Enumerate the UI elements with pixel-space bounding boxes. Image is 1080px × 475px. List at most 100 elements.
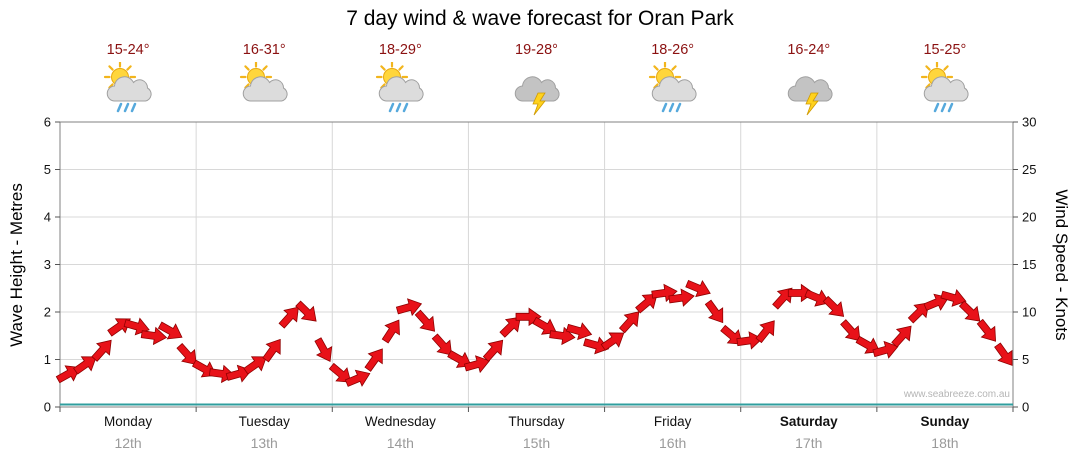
wind-arrow bbox=[704, 299, 724, 324]
temperature-range-tuesday: 16-31° bbox=[242, 42, 286, 58]
sun-cloud-rain-icon bbox=[103, 62, 152, 113]
right-tick-label: 15 bbox=[1022, 257, 1036, 272]
wind-arrow bbox=[140, 326, 168, 346]
right-tick-label: 20 bbox=[1022, 210, 1036, 225]
wind-arrow bbox=[822, 295, 845, 317]
temperature-range-saturday: 16-24° bbox=[787, 42, 831, 58]
wind-arrow bbox=[840, 319, 861, 342]
wind-arrow bbox=[381, 319, 400, 344]
left-tick-label: 5 bbox=[44, 162, 51, 177]
left-axis-label: Wave Height - Metres bbox=[7, 183, 26, 347]
day-label-wednesday: Wednesday 14th bbox=[332, 414, 468, 451]
day-name: Monday bbox=[104, 414, 153, 429]
left-tick-label: 3 bbox=[44, 257, 51, 272]
wind-arrow bbox=[976, 318, 997, 342]
day-label-friday: Friday 16th bbox=[605, 414, 741, 451]
day-date: 15th bbox=[522, 435, 551, 451]
wind-arrow bbox=[772, 287, 793, 310]
wind-arrow bbox=[720, 324, 743, 345]
wind-arrow bbox=[583, 336, 610, 355]
day-name: Wednesday bbox=[364, 414, 436, 429]
day-name: Sunday bbox=[920, 414, 970, 429]
day-date: 18th bbox=[931, 435, 959, 451]
wind-arrow bbox=[940, 289, 967, 307]
wind-arrow bbox=[958, 300, 981, 322]
day-date: 14th bbox=[386, 435, 414, 451]
left-tick-label: 1 bbox=[44, 352, 51, 367]
right-tick-label: 0 bbox=[1022, 400, 1029, 415]
weather-icons-row bbox=[60, 62, 1013, 116]
wind-arrow bbox=[891, 325, 912, 348]
wind-arrow bbox=[804, 289, 830, 307]
left-tick-label: 0 bbox=[44, 400, 51, 415]
right-tick-label: 30 bbox=[1022, 115, 1036, 130]
wind-arrow bbox=[532, 316, 557, 335]
wind-arrow bbox=[668, 288, 695, 307]
day-label-monday: Monday 12th bbox=[60, 414, 196, 451]
left-tick-label: 6 bbox=[44, 115, 51, 130]
storm-icon bbox=[515, 76, 561, 116]
day-name: Friday bbox=[653, 414, 692, 429]
storm-icon bbox=[787, 76, 833, 116]
wind-arrow bbox=[295, 300, 317, 322]
day-label-sunday: Sunday 18th bbox=[877, 414, 1013, 451]
wind-arrow bbox=[55, 365, 81, 384]
wind-arrow bbox=[176, 342, 197, 365]
weather-icon-cell-sunday bbox=[877, 62, 1013, 116]
day-name: Tuesday bbox=[238, 414, 290, 429]
wind-arrow bbox=[635, 293, 658, 314]
day-label-saturday: Saturday 17th bbox=[741, 414, 877, 451]
left-tick-label: 4 bbox=[44, 210, 51, 225]
wind-arrow bbox=[855, 335, 881, 354]
weather-icon-cell-monday bbox=[60, 62, 196, 116]
day-label-tuesday: Tuesday 13th bbox=[196, 414, 332, 451]
right-tick-label: 25 bbox=[1022, 162, 1036, 177]
page-title: 7 day wind & wave forecast for Oran Park bbox=[346, 7, 734, 30]
wind-arrow bbox=[685, 279, 711, 298]
sun-cloud-rain-icon bbox=[920, 62, 969, 113]
day-date: 17th bbox=[795, 435, 823, 451]
wind-arrow bbox=[278, 306, 299, 329]
wind-arrow bbox=[395, 298, 423, 317]
sun-cloud-rain-icon bbox=[376, 62, 424, 113]
weather-icon-cell-thursday bbox=[468, 62, 604, 116]
wind-arrow-series bbox=[55, 279, 1013, 387]
left-tick-label: 2 bbox=[44, 305, 51, 320]
wind-arrow bbox=[499, 316, 521, 338]
right-tick-label: 10 bbox=[1022, 305, 1036, 320]
sun-cloud-icon bbox=[240, 62, 288, 102]
temperature-range-sunday: 15-25° bbox=[923, 42, 967, 58]
day-labels-row: Monday 12th Tuesday 13th Wednesday 14th Thursd… bbox=[60, 414, 1013, 451]
temperature-range-friday: 18-26° bbox=[651, 42, 695, 58]
wind-arrow bbox=[243, 356, 267, 375]
weather-icon-cell-friday bbox=[605, 62, 741, 116]
wind-arrow bbox=[364, 348, 383, 372]
wind-arrow bbox=[73, 356, 97, 375]
sun-cloud-rain-icon bbox=[648, 62, 697, 113]
wind-arrow bbox=[262, 338, 281, 363]
weather-icon-cell-tuesday bbox=[196, 62, 332, 116]
wind-arrow bbox=[157, 321, 183, 340]
wind-arrow bbox=[994, 342, 1013, 366]
wind-arrow bbox=[872, 340, 899, 359]
wind-arrow bbox=[344, 369, 371, 387]
wind-arrow bbox=[463, 355, 491, 374]
wind-arrow bbox=[447, 350, 472, 368]
temperature-range-wednesday: 18-29° bbox=[378, 42, 422, 58]
day-date: 16th bbox=[659, 435, 687, 451]
day-date: 12th bbox=[114, 435, 142, 451]
day-label-thursday: Thursday 15th bbox=[468, 414, 604, 451]
temperature-range-thursday: 19-28° bbox=[515, 42, 558, 58]
wind-arrow bbox=[566, 322, 593, 341]
watermark: www.seabreeze.com.au bbox=[903, 389, 1010, 400]
right-axis-label: Wind Speed - Knots bbox=[1052, 189, 1071, 341]
wind-arrow bbox=[600, 332, 625, 351]
wind-arrow bbox=[328, 362, 352, 383]
weather-icon-cell-saturday bbox=[741, 62, 877, 116]
weather-icon-cell-wednesday bbox=[332, 62, 468, 116]
wind-arrow bbox=[314, 337, 333, 362]
wind-arrow bbox=[431, 333, 453, 356]
right-tick-label: 5 bbox=[1022, 352, 1029, 367]
